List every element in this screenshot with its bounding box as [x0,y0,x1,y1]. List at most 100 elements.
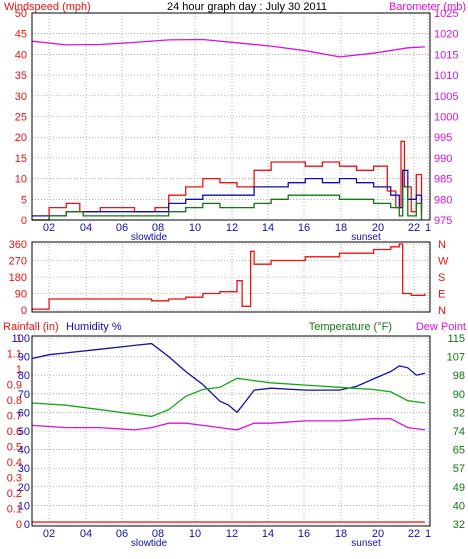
degrees-tick-label: 90 [15,289,27,301]
time-tick-label: 08 [152,528,164,540]
temperature-tick-label: 74 [453,426,465,438]
average-line [32,169,423,217]
temperature-tick-label: 49 [453,482,465,494]
windspeed-tick-label: 5 [21,194,27,206]
time-tick-label: 06 [116,528,128,540]
rainfall-tick-label: 0.8 [7,395,22,407]
rainfall-tick-label: 1.1 [7,349,22,361]
compass-tick-label: E [438,289,445,301]
climate-panel-frame [31,335,431,527]
time-tick-label: 10 [189,222,201,234]
time-tick-label: 06 [116,222,128,234]
temperature-tick-label: 98 [453,370,465,382]
graph-title: 24 hour graph day : July 30 2011 [167,1,327,13]
time-axis-top: 02 04 06 08 10 12 14 16 18 20 22 1 [43,222,431,234]
rainfall-tick-label: 0.1 [7,504,22,516]
temperature-tick-label: 90 [453,389,465,401]
compass-tick-label: N [438,239,446,251]
wind_direction-line [32,243,426,310]
lull-line [32,186,423,221]
temperature-tick-label: 115 [447,333,465,345]
time-tick-label: 12 [226,222,238,234]
time-tick-label: 12 [226,528,238,540]
slowtide-label: slowtide [131,232,168,243]
time-tick-label: 08 [152,222,164,234]
humidity-line [31,342,426,414]
humidity-tick-label: 100 [12,333,30,345]
humidity-tick-label: 70 [18,389,30,401]
time-tick-label: 10 [189,528,201,540]
dew_point-line [31,418,425,431]
time-tick-label: 14 [262,528,274,540]
rainfall-tick-label: 0.2 [7,488,22,500]
sunset-label: sunset [351,232,381,243]
windspeed-tick-label: 0 [21,215,27,227]
degrees-tick-label: 180 [9,272,27,284]
windspeed-tick-label: 25 [15,112,27,124]
barometer-axis: 975 980 985 990 995 1000 1005 1010 1015 1020 1025 [434,8,458,227]
time-tick-label: 16 [298,528,310,540]
barometer-tick-label: 1020 [434,29,458,41]
temperature-tick-label: 40 [453,500,465,512]
direction-panel-frame [31,241,431,313]
rainfall-tick-label: 0.6 [7,426,22,438]
rainfall-axis: 0 0.1 0.2 0.3 0.4 0.5 0.6 0.7 0.8 0.9 1 1.1 1 [7,333,22,531]
time-axis-bottom: 02 04 06 08 10 12 14 16 18 20 22 1 [43,528,431,540]
barometer-tick-label: 975 [434,215,452,227]
windspeed-tick-label: 30 [15,91,27,103]
barometer-tick-label: 1010 [434,70,458,82]
humidity-tick-label: 0 [24,519,30,531]
windspeed-axis-title: Windspeed (mph) [4,1,91,13]
time-tick-label: 20 [372,222,384,234]
time-tick-label: 1 [425,528,431,540]
humidity-tick-label: 20 [18,482,30,494]
windspeed-tick-label: 45 [15,29,27,41]
humidity-axis-title: Humidity % [66,321,122,333]
windspeed-tick-label: 40 [15,49,27,61]
time-tick-label: 18 [335,528,347,540]
temperature-tick-label: 107 [447,352,465,364]
time-tick-label: 22 [408,222,420,234]
direction-panel-series [32,243,426,310]
compass-tick-label: W [438,256,449,268]
degrees-axis: 0 90 180 270 360 [9,239,27,317]
humidity-tick-label: 30 [18,463,30,475]
degrees-tick-label: 0 [21,305,27,317]
humidity-tick-label: 60 [18,407,30,419]
humidity-tick-label: 40 [18,445,30,457]
humidity-tick-label: 50 [18,426,30,438]
barometer-line [31,38,425,58]
wind-panel-frame [31,12,431,221]
time-tick-label: 04 [80,222,92,234]
temperature-tick-label: 57 [453,463,465,475]
rainfall-tick-label: 0 [16,519,22,531]
rainfall-axis-title: Rainfall (in) [3,321,59,333]
compass-tick-label: N [438,305,446,317]
time-tick-label: 02 [43,222,55,234]
direction-panel-grid [32,243,430,311]
barometer-axis-title: Barometer (mb) [389,1,466,13]
degrees-tick-label: 360 [9,239,27,251]
windspeed-tick-label: 20 [15,132,27,144]
sunset-label-bottom: sunset [351,538,381,549]
compass-tick-label: S [438,272,445,284]
climate-panel-series [31,342,426,523]
wind-panel-series [31,38,425,221]
temperature-axis-title: Temperature (°F) [309,321,392,333]
gust-line [32,140,423,221]
rainfall-tick-label: 1 [16,333,22,345]
windspeed-tick-label: 15 [15,153,27,165]
windspeed-tick-label: 35 [15,70,27,82]
temperature-line [31,377,425,418]
time-tick-label: 16 [298,222,310,234]
humidity-tick-label: 10 [18,500,30,512]
time-tick-label: 04 [80,528,92,540]
temperature-tick-label: 65 [453,445,465,457]
dewpoint-axis-title: Dew Point [416,321,466,333]
windspeed-axis: 0 5 10 15 20 25 30 35 40 45 50 [15,8,27,227]
climate-panel-grid [32,337,430,525]
barometer-tick-label: 980 [434,194,452,206]
temperature-axis: 32 40 49 57 65 74 82 90 98 107 115 [447,333,465,531]
